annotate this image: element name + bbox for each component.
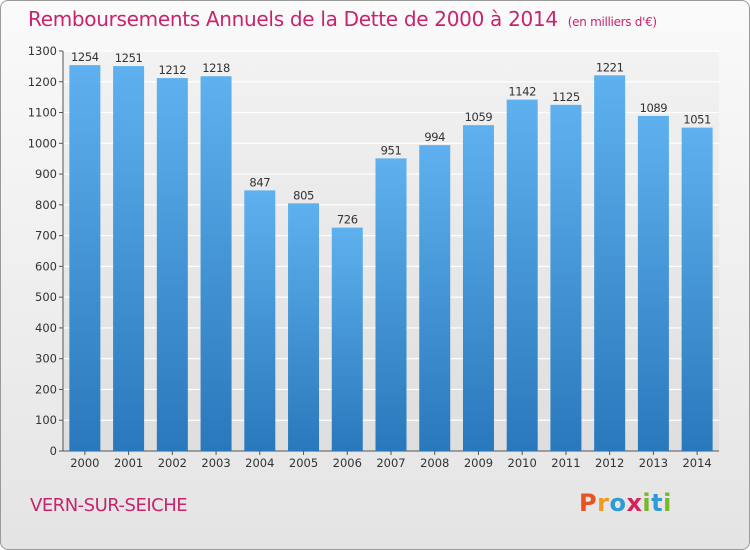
x-tick-label: 2004 [245,456,274,470]
y-tick-label: 400 [35,321,57,335]
chart-title: Remboursements Annuels de la Dette de 20… [28,7,657,31]
bar-2014 [681,127,713,451]
x-tick-label: 2008 [420,456,449,470]
y-tick-label: 1200 [28,75,57,89]
y-tick-label: 600 [35,259,57,273]
data-label: 994 [424,130,445,144]
x-tick-label: 2011 [551,456,580,470]
logo-letter: i [663,489,672,517]
proxiti-logo: Proxiti [579,489,672,517]
x-tick-label: 2010 [508,456,537,470]
data-label: 1251 [115,51,143,65]
x-tick-label: 2000 [70,456,99,470]
data-label: 1218 [202,61,230,75]
logo-letter: r [597,489,610,517]
x-tick-label: 2012 [595,456,624,470]
y-tick-label: 1300 [28,44,57,58]
bar-2007 [375,158,407,451]
y-tick-label: 100 [35,413,57,427]
x-tick-label: 2002 [158,456,187,470]
x-tick-label: 2007 [376,456,405,470]
bar-2006 [331,227,363,451]
title-text: Remboursements Annuels de la Dette de 20… [28,7,558,31]
bar-2011 [550,104,582,451]
data-label: 1125 [552,90,580,104]
data-label: 1059 [465,110,493,124]
bar-2010 [506,99,538,451]
data-label: 1089 [640,101,668,115]
y-tick-label: 900 [35,167,57,181]
x-tick-label: 2014 [682,456,711,470]
logo-letter: o [609,489,627,517]
y-tick-label: 800 [35,198,57,212]
data-label: 1051 [683,113,711,127]
bar-2000 [69,65,101,452]
x-tick-label: 2001 [114,456,143,470]
logo-letter: t [651,489,664,517]
x-tick-label: 2003 [201,456,230,470]
logo-letter: P [579,489,598,517]
logo-letter: x [626,489,643,517]
city-name: VERN-SUR-SEICHE [30,495,188,516]
bar-2001 [113,66,145,452]
y-tick-label: 1000 [28,136,57,150]
bar-2013 [637,115,669,451]
y-tick-label: 200 [35,382,57,396]
x-tick-label: 2006 [333,456,362,470]
y-tick-label: 300 [35,352,57,366]
unit-label: (en milliers d'€) [567,15,657,29]
data-label: 1142 [508,85,536,99]
data-label: 1254 [71,50,99,64]
x-tick-label: 2009 [464,456,493,470]
y-tick-label: 0 [50,444,57,458]
data-label: 726 [337,213,358,227]
x-tick-label: 2013 [639,456,668,470]
data-label: 951 [381,143,402,157]
data-label: 1221 [596,60,624,74]
x-tick-label: 2005 [289,456,318,470]
bar-2009 [462,125,494,452]
bar-2003 [200,76,232,451]
bar-2005 [288,203,320,451]
data-label: 847 [249,175,270,189]
y-tick-label: 1100 [28,106,57,120]
y-tick-label: 700 [35,229,57,243]
bar-2012 [594,75,626,452]
data-label: 1212 [158,63,186,77]
bar-2008 [419,145,451,451]
bar-2002 [156,78,188,452]
data-label: 805 [293,188,314,202]
bar-2004 [244,190,276,451]
logo-letter: i [642,489,652,517]
y-tick-label: 500 [35,290,57,304]
